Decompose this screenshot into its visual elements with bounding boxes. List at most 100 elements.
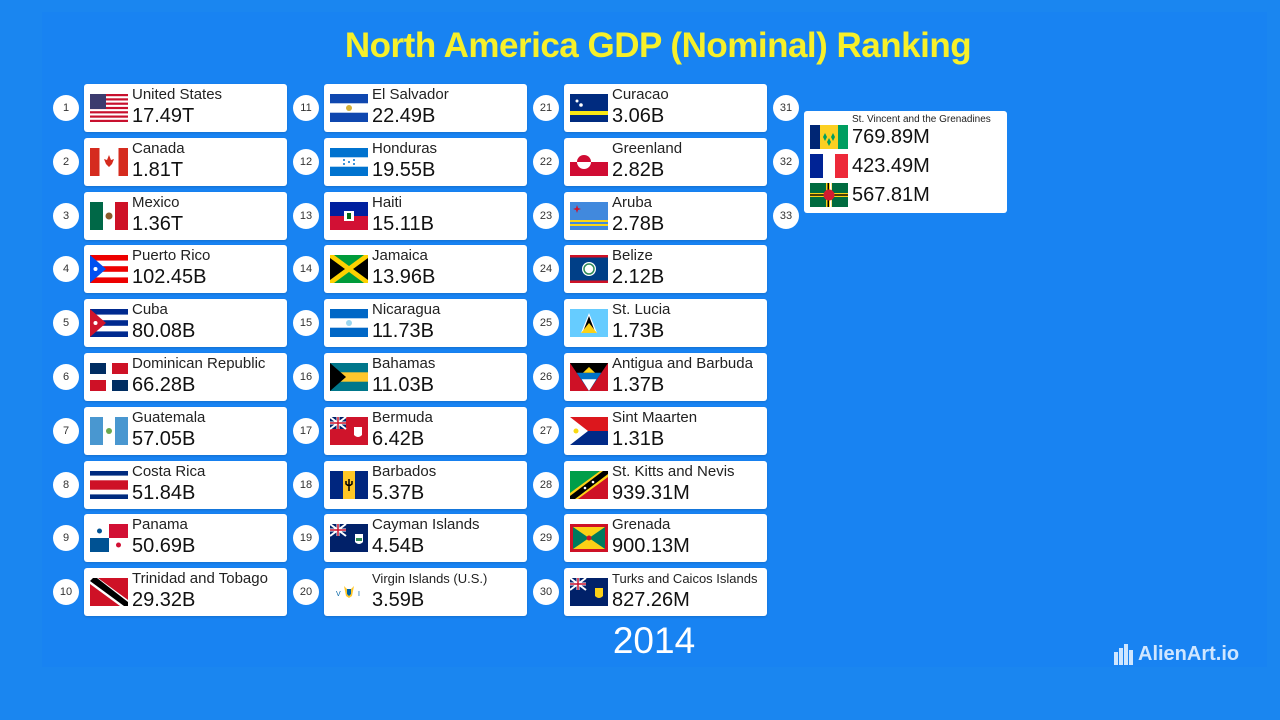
curacao-flag (570, 94, 608, 122)
st-vincent-flag (810, 125, 848, 149)
gdp-value: 423.49M (852, 155, 930, 177)
gdp-value: 2.78B (612, 212, 665, 235)
country-card: Greenland 2.82B (564, 137, 767, 186)
gdp-value: 29.32B (132, 589, 196, 612)
barbados-flag (330, 470, 368, 499)
rank-badge: 14 (293, 256, 319, 283)
rank-badge: 12 (293, 148, 319, 175)
country-card: Bermuda 6.42B (324, 406, 527, 455)
cuba-flag (90, 309, 128, 338)
gdp-value: 1.37B (612, 374, 665, 396)
country-row: 567.81M (804, 181, 1007, 209)
rank-badge: 18 (293, 471, 319, 498)
rank-badge: 7 (53, 417, 79, 444)
rank-badge: 8 (53, 471, 79, 498)
gdp-value: 22.49B (372, 105, 436, 127)
cayman-flag (330, 524, 368, 553)
rank-badge: 28 (533, 471, 559, 498)
country-name: Dominican Republic (132, 355, 266, 372)
guatemala-flag (90, 416, 128, 445)
country-card: Nicaragua 11.73B (324, 299, 527, 348)
us-flag (90, 94, 128, 122)
mexico-flag (90, 201, 128, 230)
gdp-value: 11.03B (372, 374, 434, 396)
country-card: Antigua and Barbuda 1.37B (564, 353, 767, 401)
gdp-value: 50.69B (132, 535, 196, 558)
grenada-flag (570, 524, 608, 553)
country-card: Honduras 19.55B (324, 137, 527, 186)
country-card: Cayman Islands 4.54B (324, 514, 527, 563)
country-card: Trinidad and Tobago 29.32B (84, 568, 287, 617)
rank-badge: 10 (53, 579, 79, 606)
gdp-value: 1.36T (132, 212, 184, 235)
country-card: Jamaica 13.96B (324, 245, 527, 294)
country-card: St. Kitts and Nevis 939.31M (564, 460, 767, 509)
jamaica-flag (330, 255, 368, 284)
country-card: V I Virgin Islands (U.S.) 3.59B (324, 568, 527, 617)
country-name: Greenland (612, 139, 683, 157)
gdp-value: 66.28B (132, 374, 196, 396)
rank-badge: 23 (533, 202, 559, 229)
rank-badge: 9 (53, 525, 79, 552)
haiti-flag (330, 201, 368, 230)
country-card: Costa Rica 51.84B (84, 460, 287, 509)
country-name: Aruba (612, 193, 653, 211)
country-name: Nicaragua (372, 301, 441, 319)
gdp-value: 17.49T (132, 105, 195, 127)
panama-flag (90, 524, 128, 553)
rank-badge: 25 (533, 310, 559, 337)
antigua-flag (570, 363, 608, 391)
gdp-value: 13.96B (372, 266, 436, 289)
gdp-value: 827.26M (612, 589, 690, 612)
rank-badge: 3 (53, 202, 79, 229)
bermuda-flag (330, 416, 368, 445)
dominica-flag (810, 183, 848, 207)
rank-badge: 5 (53, 310, 79, 337)
rank-badge: 31 (773, 95, 799, 121)
country-name: Turks and Caicos Islands (612, 571, 758, 587)
country-card: Sint Maarten 1.31B (564, 406, 767, 455)
sint-maarten-flag (570, 416, 608, 445)
gdp-value: 3.59B (372, 589, 425, 612)
country-name: Grenada (612, 516, 671, 534)
country-name: Haiti (372, 193, 403, 211)
rank-badge: 2 (53, 148, 79, 175)
costa-rica-flag (90, 470, 128, 499)
gdp-value: 1.73B (612, 320, 665, 343)
country-card-group: St. Vincent and the Grenadines 769.89M 423… (804, 111, 1007, 213)
country-name: Cayman Islands (372, 516, 480, 534)
country-card: Puerto Rico 102.45B (84, 245, 287, 294)
country-name: Bahamas (372, 355, 436, 372)
bahamas-flag (330, 363, 368, 391)
country-card: Cuba 80.08B (84, 299, 287, 348)
country-row: 769.89M (804, 123, 1007, 151)
gdp-value: 939.31M (612, 481, 690, 504)
country-card: Belize 2.12B (564, 245, 767, 294)
country-card: Panama 50.69B (84, 514, 287, 563)
gdp-value: 57.05B (132, 427, 196, 450)
rank-badge: 22 (533, 148, 559, 175)
country-card: Turks and Caicos Islands 827.26M (564, 568, 767, 617)
dominican-republic-flag (90, 363, 128, 391)
country-name: Belize (612, 247, 653, 265)
country-name: St. Lucia (612, 301, 671, 319)
rank-badge: 16 (293, 364, 319, 390)
country-card: Barbados 5.37B (324, 460, 527, 509)
country-card: Guatemala 57.05B (84, 406, 287, 455)
trinidad-flag (90, 578, 128, 607)
country-card: Grenada 900.13M (564, 514, 767, 563)
gdp-value: 567.81M (852, 184, 930, 206)
rank-badge: 4 (53, 256, 79, 283)
rank-badge: 30 (533, 579, 559, 606)
rank-badge: 21 (533, 95, 559, 121)
gdp-value: 51.84B (132, 481, 196, 504)
country-name: Mexico (132, 193, 180, 211)
country-name: Puerto Rico (132, 247, 211, 265)
country-name: St. Vincent and the Grenadines (852, 114, 991, 125)
gdp-value: 769.89M (852, 126, 930, 148)
rank-badge: 1 (53, 95, 79, 121)
country-name: Bermuda (372, 408, 433, 426)
rank-badge: 33 (773, 202, 799, 229)
svg-text:V: V (336, 591, 341, 598)
